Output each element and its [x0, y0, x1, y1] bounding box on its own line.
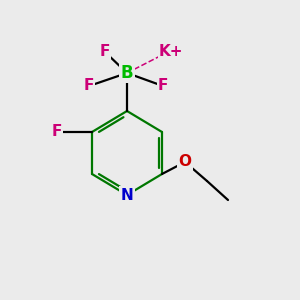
Text: F: F	[52, 124, 62, 140]
Text: N: N	[121, 188, 134, 202]
Text: K+: K+	[159, 44, 183, 59]
Text: B: B	[121, 64, 133, 82]
Text: F: F	[158, 79, 168, 94]
Text: O: O	[178, 154, 191, 169]
Text: F: F	[100, 44, 110, 59]
Text: F: F	[84, 79, 94, 94]
